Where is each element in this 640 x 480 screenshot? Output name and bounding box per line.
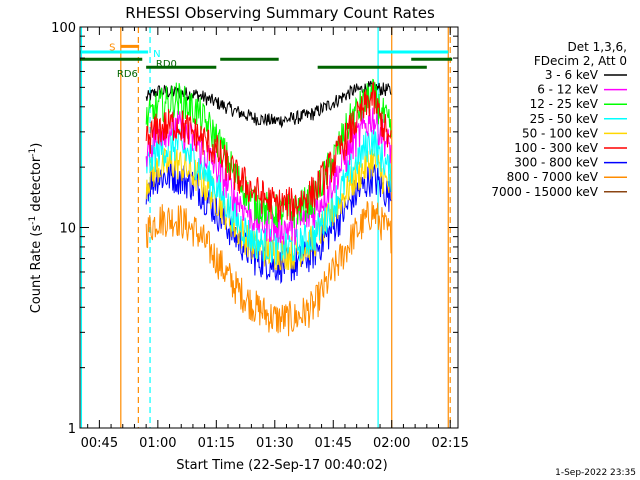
- bar-annotation: N: [153, 49, 160, 60]
- footer-timestamp: 1-Sep-2022 23:35: [555, 468, 636, 478]
- series-line: [145, 147, 392, 271]
- x-tick-label: 02:15: [431, 436, 468, 451]
- x-tick-label: 01:00: [139, 436, 176, 451]
- legend-label: 25 - 50 keV: [530, 112, 599, 126]
- legend-header-line-2: FDecim 2, Att 0: [534, 54, 627, 68]
- x-tick-label: 01:45: [315, 436, 352, 451]
- series-line: [145, 80, 392, 129]
- legend-label: 800 - 7000 keV: [507, 170, 599, 184]
- y-tick-label: 10: [59, 222, 76, 237]
- series-layer: [145, 78, 392, 337]
- chart-title: RHESSI Observing Summary Count Rates: [125, 4, 435, 22]
- x-axis-label: Start Time (22-Sep-17 00:40:02): [176, 458, 387, 473]
- y-label-sup1: -1: [28, 216, 38, 225]
- legend-label: 12 - 25 keV: [530, 97, 599, 111]
- legend-label: 300 - 800 keV: [514, 156, 598, 170]
- legend-label: 7000 - 15000 keV: [491, 185, 598, 199]
- x-tick-label: 02:00: [373, 436, 410, 451]
- y-label-suffix: ): [29, 143, 44, 148]
- bar-annotation: S: [109, 42, 115, 53]
- y-axis-label: Count Rate (s-1 detector-1): [28, 143, 44, 314]
- legend-label: 6 - 12 keV: [537, 83, 599, 97]
- legend-label: 50 - 100 keV: [522, 126, 599, 140]
- legend-label: 3 - 6 keV: [545, 68, 599, 82]
- series-line: [145, 160, 392, 285]
- x-tick-label: 01:30: [256, 436, 293, 451]
- y-label-sup2: -1: [28, 148, 38, 157]
- y-tick-label: 100: [51, 21, 76, 36]
- y-tick-label: 1: [68, 422, 76, 437]
- x-tick-label: 00:45: [81, 436, 118, 451]
- series-line: [145, 201, 392, 337]
- y-label-prefix: Count Rate (s: [29, 225, 44, 314]
- legend-header-line-1: Det 1,3,6,: [568, 40, 628, 54]
- axes-layer: 1 10 100 00:45 01:00 01:15 01:30 01:45 02:00 02:1…: [51, 21, 469, 451]
- y-label-mid: detector: [29, 156, 44, 216]
- legend-label: 100 - 300 keV: [514, 141, 598, 155]
- series-line: [145, 78, 392, 229]
- series-line: [145, 81, 392, 223]
- x-tick-label: 01:15: [198, 436, 235, 451]
- bar-annotation: RD0: [156, 59, 177, 70]
- bar-annotation: RD6: [117, 69, 138, 80]
